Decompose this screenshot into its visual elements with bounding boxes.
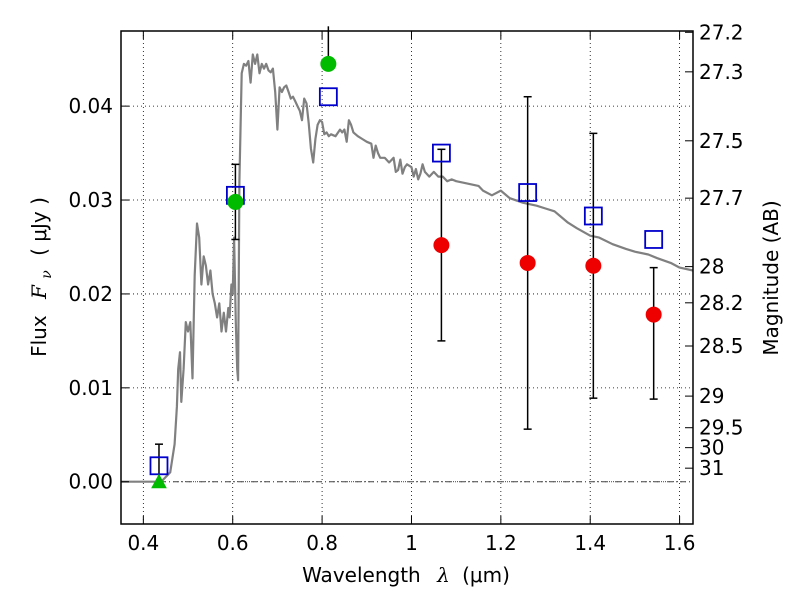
model-photometry-square <box>318 87 338 107</box>
magnitude-tick-label: 27.5 <box>699 129 744 153</box>
x-tick-label: 1.2 <box>485 531 517 555</box>
magnitude-tick-label: 27.2 <box>699 20 744 44</box>
magnitude-tick-label: 27.3 <box>699 60 744 84</box>
y-tick-label: 0.03 <box>68 188 113 212</box>
grid-lines <box>121 31 693 524</box>
observed-upper-limit-marker <box>151 473 167 489</box>
y-axis-label-unit: ( μJy ) <box>27 197 51 256</box>
axis-ticks: 0.4 0.6 0.8 1 1.2 1.4 1.6 0.00 0.01 0.02 0.03 0.04 2… <box>68 20 743 555</box>
x-tick-label: 1.4 <box>574 531 606 555</box>
observed-flux-marker <box>227 193 244 210</box>
magnitude-tick-label: 28 <box>699 255 724 279</box>
observed-flux-marker <box>433 237 450 254</box>
plot-area <box>121 26 694 489</box>
magnitude-tick-label: 29 <box>699 384 724 408</box>
y-tick-label: 0.02 <box>68 282 113 306</box>
x-axis-label: Wavelength λ (μm) <box>302 563 510 587</box>
x-axis-label-symbol: λ <box>436 563 450 587</box>
observed-flux-marker <box>519 254 536 271</box>
y-tick-label: 0.04 <box>68 94 113 118</box>
y-axis-label-text: Flux <box>27 315 51 357</box>
x-tick-label: 0.4 <box>127 531 159 555</box>
model-photometry-square <box>583 206 603 226</box>
magnitude-tick-label: 28.5 <box>699 334 744 358</box>
magnitude-tick-label: 29.5 <box>699 416 744 440</box>
model-photometry-square <box>644 230 664 249</box>
observed-flux-marker <box>645 306 662 323</box>
magnitude-tick-label: 27.7 <box>699 186 744 210</box>
x-tick-label: 0.6 <box>217 531 249 555</box>
x-axis-label-unit: (μm) <box>462 563 510 587</box>
y-axis-label: Flux F ν ( μJy ) <box>27 197 56 357</box>
plot-frame <box>120 30 694 525</box>
x-tick-label: 0.8 <box>306 531 338 555</box>
y-axis-label-subscript: ν <box>39 270 55 279</box>
x-tick-label: 1.6 <box>664 531 696 555</box>
magnitude-tick-label: 31 <box>699 456 724 480</box>
y-axis-label-symbol: F <box>27 284 51 300</box>
magnitude-tick-label: 28.2 <box>699 291 744 315</box>
x-tick-label: 1 <box>405 531 418 555</box>
model-photometry-square <box>432 143 451 163</box>
observed-flux-marker <box>320 55 337 72</box>
model-photometry-square <box>518 183 538 202</box>
sed-model-curve <box>121 53 694 483</box>
observed-flux-marker <box>585 257 602 274</box>
magnitude-tick-label: 30 <box>699 436 724 460</box>
x-axis-label-text: Wavelength <box>302 563 421 587</box>
y-tick-label: 0.00 <box>68 470 113 494</box>
y2-axis-label: Magnitude (AB) <box>759 200 783 355</box>
y-tick-label: 0.01 <box>68 376 113 400</box>
